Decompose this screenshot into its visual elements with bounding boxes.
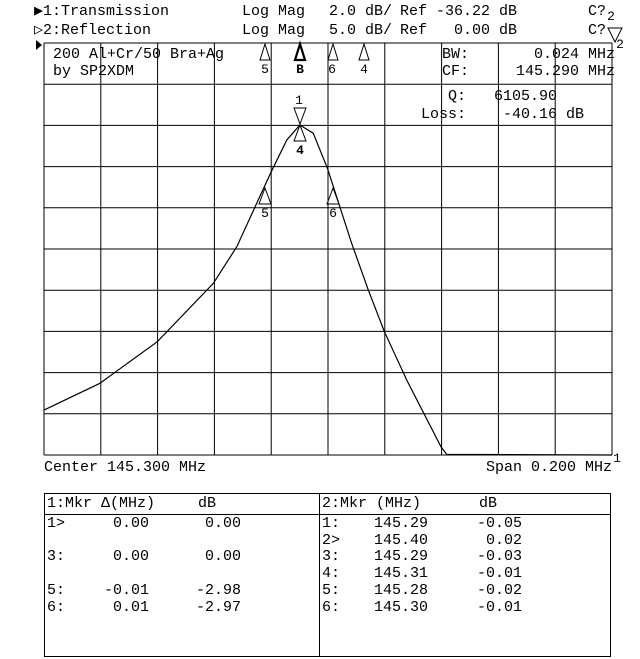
- marker-value-db: 0.00: [204, 515, 241, 532]
- marker-id: 6:: [322, 598, 341, 616]
- channel-2-ref-icon: [607, 27, 623, 44]
- graticule: [43, 42, 613, 456]
- cf-label: CF:: [442, 63, 470, 80]
- channel-2-markers: 5 B 6 4: [259, 40, 370, 77]
- marker-id: 4:: [322, 565, 341, 583]
- channel-1-scale: 2.0 dB/: [329, 3, 393, 20]
- channel-2-label[interactable]: ▷2:Reflection: [34, 22, 152, 39]
- table-header-db: dB: [479, 495, 498, 512]
- marker-id: 1:: [322, 515, 341, 532]
- active-channel-icon: ▶: [34, 3, 44, 20]
- marker-id: 1>: [47, 515, 66, 532]
- marker-value-db: -0.05: [476, 515, 522, 532]
- marker-id: 3:: [47, 548, 66, 566]
- table-column-divider: [319, 494, 320, 656]
- marker-label: 5: [261, 62, 269, 77]
- marker-value-db: -0.03: [476, 548, 522, 566]
- bw-value: 0.024 MHz: [533, 46, 615, 63]
- channel-2-ref: Ref 0.00 dB: [400, 22, 518, 39]
- channel-2-scale: 5.0 dB/: [329, 22, 393, 39]
- marker-id: 6:: [47, 598, 66, 616]
- channel-2-marker-list: 2:Mkr (MHz) dB 1: 145.29 -0.05 2> 145.40 0.02 3:…: [320, 494, 610, 656]
- table-header-divider: [45, 514, 610, 515]
- center-frequency: Center 145.300 MHz: [44, 459, 207, 476]
- trace-plot: 5 B 6 4 1 4 5 6 1 2 2: [36, 9, 624, 466]
- channel-1-ref: Ref -36.22 dB: [400, 3, 518, 20]
- channel-1-label[interactable]: ▶1:Transmission: [34, 3, 170, 20]
- marker-triangle-icon: [327, 42, 339, 61]
- marker-id: 2>: [322, 531, 341, 549]
- table-header-marker: 1:Mkr Δ(MHz): [47, 495, 156, 512]
- marker-stimulus: 145.40: [373, 531, 428, 549]
- table-header-db: dB: [198, 495, 217, 512]
- marker-3-4-icon: [293, 123, 307, 142]
- marker-id: 5:: [322, 581, 341, 599]
- marker-1-label: 1: [295, 93, 303, 108]
- loss-value: -40.16 dB: [503, 106, 585, 123]
- marker-value-db: 0.00: [204, 548, 241, 566]
- bw-label: BW:: [442, 46, 470, 63]
- channel-1-cal: C?: [588, 3, 607, 20]
- marker-stimulus: 0.00: [112, 548, 149, 566]
- marker-6-icon: [326, 186, 340, 205]
- loss-label: Loss:: [420, 106, 466, 123]
- marker-5-icon: [258, 186, 272, 205]
- marker-value-db: 0.02: [485, 531, 522, 549]
- marker-stimulus: 145.29: [373, 515, 428, 532]
- marker-stimulus: 0.01: [112, 598, 149, 616]
- channel-2-ref-label: 2: [616, 37, 624, 52]
- span-frequency: Span 0.200 MHz: [485, 459, 612, 476]
- marker-label: 4: [360, 62, 368, 77]
- table-header-marker: 2:Mkr (MHz): [322, 495, 422, 512]
- marker-triangle-icon: [259, 42, 271, 61]
- marker-5-label: 5: [261, 206, 269, 221]
- marker-3-4-label: 4: [296, 143, 304, 158]
- channel-1-format: Log Mag: [242, 3, 306, 20]
- marker-stimulus: 145.29: [373, 548, 428, 566]
- channel-2-ref-label: 2: [607, 9, 615, 24]
- annotation-author: by SP2XDM: [53, 63, 135, 80]
- marker-triangle-icon: [293, 40, 307, 62]
- marker-value-db: -0.02: [476, 581, 522, 599]
- q-label: Q:: [447, 88, 466, 105]
- marker-id: 5:: [47, 581, 66, 599]
- marker-stimulus: 145.31: [373, 565, 428, 583]
- marker-value-db: -2.98: [195, 581, 241, 599]
- marker-value-db: -2.97: [195, 598, 241, 616]
- marker-6-label: 6: [329, 206, 337, 221]
- marker-table: 1:Mkr Δ(MHz) dB 1> 0.00 0.00 3: 0.00 0.00 5: -0.0…: [44, 493, 611, 657]
- marker-triangle-icon: [358, 42, 370, 61]
- reference-position-icon: [36, 40, 42, 50]
- marker-1-icon: [293, 107, 307, 126]
- marker-label: B: [296, 62, 304, 77]
- marker-stimulus: 145.28: [373, 581, 428, 599]
- marker-value-db: -0.01: [476, 565, 522, 583]
- marker-id: 3:: [322, 548, 341, 566]
- channel-1-marker-list: 1:Mkr Δ(MHz) dB 1> 0.00 0.00 3: 0.00 0.00 5: -0.0…: [45, 494, 319, 656]
- channel-1-ref-label: 1: [613, 451, 621, 466]
- marker-label: 6: [328, 62, 336, 77]
- marker-value-db: -0.01: [476, 598, 522, 616]
- cf-value: 145.290 MHz: [515, 63, 615, 80]
- q-value: 6105.90: [494, 88, 558, 105]
- inactive-channel-icon: ▷: [34, 22, 44, 39]
- channel-2-cal: C?: [588, 22, 607, 39]
- marker-stimulus: -0.01: [103, 581, 149, 599]
- marker-stimulus: 145.30: [373, 598, 428, 616]
- marker-stimulus: 0.00: [112, 515, 149, 532]
- channel-2-format: Log Mag: [242, 22, 306, 39]
- annotation-title: 200 Al+Cr/50 Bra+Ag: [53, 46, 225, 63]
- transmission-trace: [43, 124, 613, 456]
